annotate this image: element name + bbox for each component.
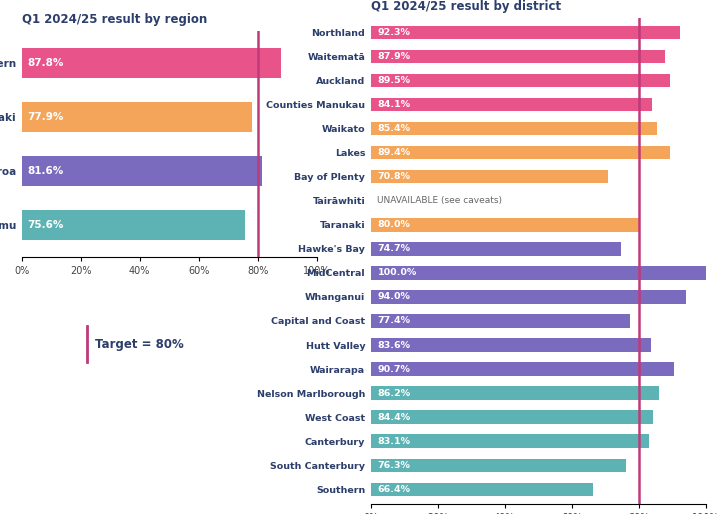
Text: Target = 80%: Target = 80%: [95, 338, 184, 351]
Bar: [371, 266, 706, 280]
Text: 90.7%: 90.7%: [377, 364, 410, 374]
Text: 70.8%: 70.8%: [377, 172, 410, 181]
Text: 84.4%: 84.4%: [377, 413, 410, 421]
Bar: [371, 242, 621, 255]
Bar: [371, 50, 665, 63]
Text: 80.0%: 80.0%: [377, 221, 410, 229]
Text: 77.4%: 77.4%: [377, 317, 410, 325]
Bar: [22, 156, 263, 186]
Bar: [371, 98, 652, 112]
Bar: [371, 410, 653, 424]
Bar: [371, 170, 608, 183]
Bar: [22, 48, 281, 78]
Text: 100.0%: 100.0%: [377, 268, 417, 278]
Text: 89.5%: 89.5%: [377, 76, 410, 85]
Bar: [371, 290, 685, 304]
Bar: [371, 434, 649, 448]
Bar: [22, 102, 251, 132]
Text: 76.3%: 76.3%: [377, 461, 410, 470]
Text: 92.3%: 92.3%: [377, 28, 410, 37]
Bar: [371, 122, 657, 135]
Text: 77.9%: 77.9%: [27, 112, 64, 122]
Text: 74.7%: 74.7%: [377, 244, 410, 253]
Bar: [371, 218, 639, 231]
Bar: [371, 146, 670, 159]
Bar: [371, 458, 626, 472]
Text: 85.4%: 85.4%: [377, 124, 410, 133]
Text: 84.1%: 84.1%: [377, 100, 410, 109]
Text: 89.4%: 89.4%: [377, 148, 410, 157]
Bar: [371, 314, 630, 328]
Bar: [371, 338, 651, 352]
Text: 86.2%: 86.2%: [377, 389, 410, 398]
Bar: [22, 210, 245, 240]
Text: 83.6%: 83.6%: [377, 340, 410, 350]
Text: 94.0%: 94.0%: [377, 292, 410, 301]
Text: Q1 2024/25 result by district: Q1 2024/25 result by district: [371, 0, 561, 13]
Bar: [371, 483, 593, 496]
Text: 81.6%: 81.6%: [27, 166, 64, 176]
Text: Q1 2024/25 result by region: Q1 2024/25 result by region: [22, 12, 207, 26]
Text: 66.4%: 66.4%: [377, 485, 410, 494]
Bar: [371, 362, 675, 376]
Text: 83.1%: 83.1%: [377, 437, 410, 446]
Bar: [371, 74, 670, 87]
Text: 75.6%: 75.6%: [27, 219, 64, 230]
Bar: [371, 26, 680, 39]
Bar: [371, 387, 660, 400]
Text: 87.9%: 87.9%: [377, 52, 410, 61]
Text: 87.8%: 87.8%: [27, 58, 64, 68]
Text: UNAVAILABLE (see caveats): UNAVAILABLE (see caveats): [377, 196, 503, 205]
